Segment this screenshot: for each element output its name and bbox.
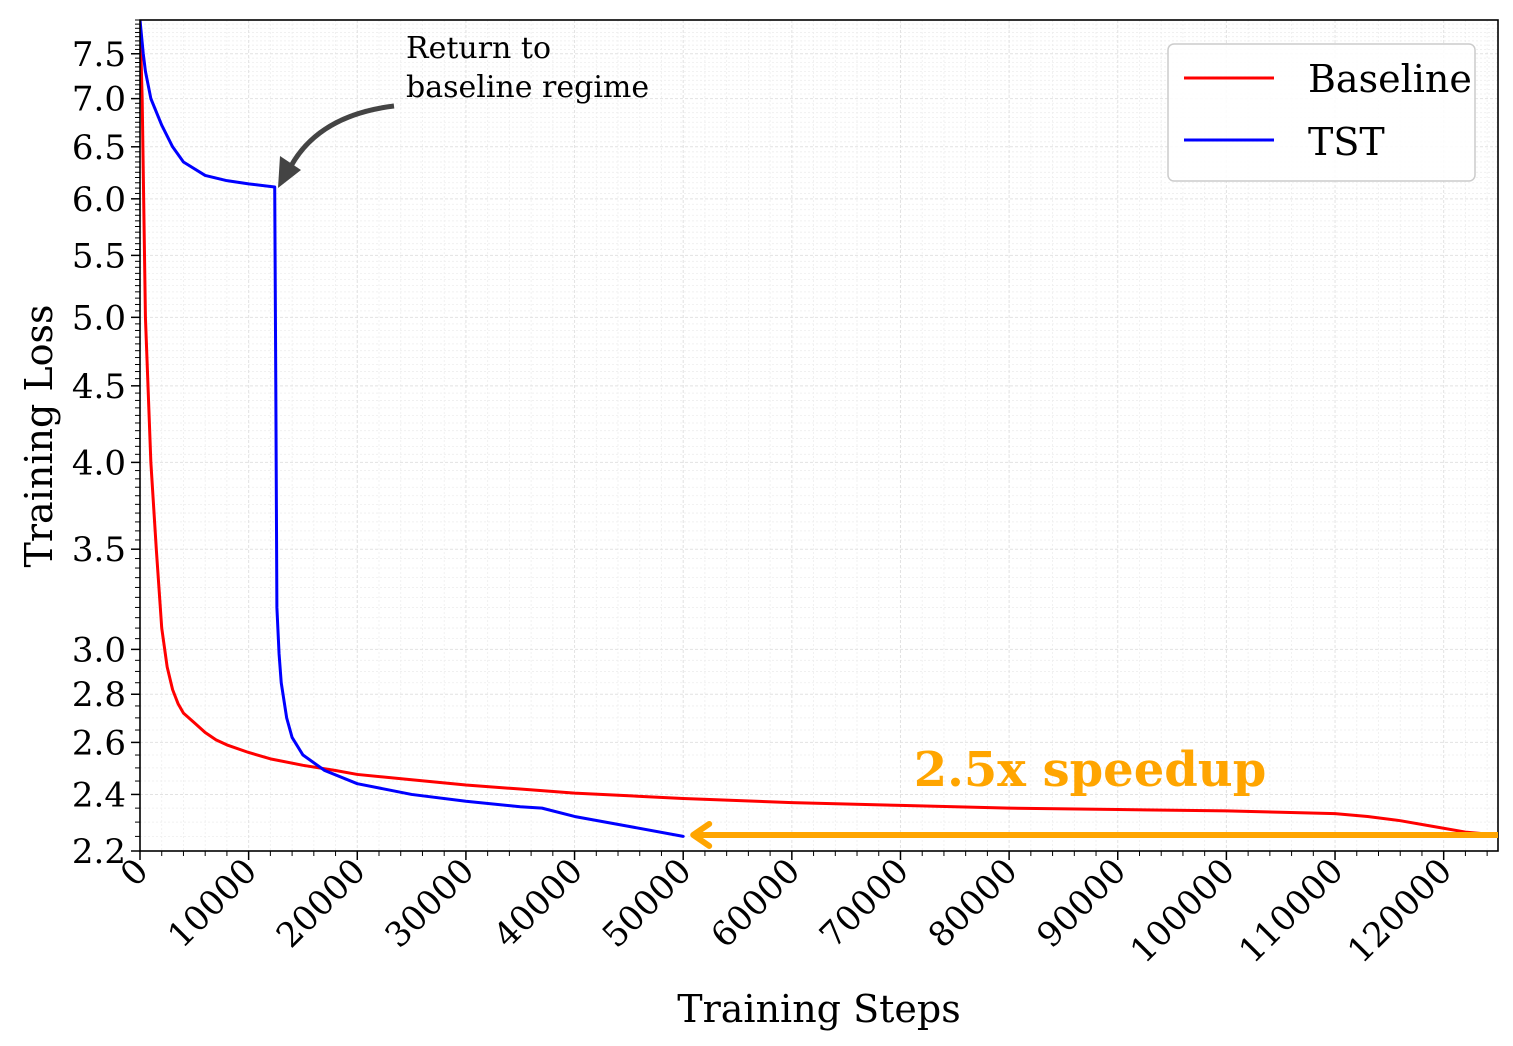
x-tick-label: 80000 bbox=[921, 851, 1026, 956]
y-tick-label: 2.4 bbox=[72, 775, 126, 815]
y-tick-labels: 2.2 2.4 2.6 2.8 3.0 3.5 4.0 4.5 5.0 5.5 6.0 6.5 7.0 7… bbox=[72, 35, 126, 872]
series-line-baseline bbox=[140, 20, 1498, 837]
x-tick-label: 100000 bbox=[1123, 851, 1243, 971]
annotation-arrow-head bbox=[278, 156, 301, 188]
y-tick-label: 7.5 bbox=[72, 35, 126, 75]
x-tick-label: 70000 bbox=[812, 851, 917, 956]
x-axis-label: Training Steps bbox=[677, 987, 960, 1031]
x-tick-label: 40000 bbox=[486, 851, 591, 956]
x-tick-label: 90000 bbox=[1029, 851, 1134, 956]
y-tick-label: 5.5 bbox=[72, 236, 126, 276]
speedup-label: 2.5x speedup bbox=[914, 742, 1267, 798]
y-tick-label: 6.5 bbox=[72, 128, 126, 168]
speedup-annotation: 2.5x speedup bbox=[690, 742, 1498, 849]
speedup-arrow-head bbox=[690, 820, 713, 849]
x-tick-label: 110000 bbox=[1231, 851, 1351, 971]
x-tick-label: 20000 bbox=[269, 851, 374, 956]
y-tick-label: 7.0 bbox=[72, 80, 126, 120]
y-tick-label: 2.2 bbox=[72, 832, 126, 872]
x-tick-label: 10000 bbox=[160, 851, 265, 956]
y-tick-label: 3.0 bbox=[72, 630, 126, 670]
axis-ticks bbox=[131, 19, 1488, 860]
y-axis-label: Training Loss bbox=[17, 305, 61, 568]
plot-frame bbox=[139, 19, 1499, 852]
y-tick-label: 4.0 bbox=[72, 443, 126, 483]
x-tick-labels: 0 10000 20000 30000 40000 50000 60000 70000 8000… bbox=[113, 851, 1460, 971]
annotation-return-baseline: Return to baseline regime bbox=[278, 31, 649, 188]
y-tick-label: 2.8 bbox=[72, 675, 126, 715]
y-tick-label: 5.0 bbox=[72, 298, 126, 338]
series-layer bbox=[140, 20, 1498, 838]
y-tick-label: 6.0 bbox=[72, 180, 126, 220]
annotation-arrow bbox=[288, 103, 395, 168]
y-tick-label: 3.5 bbox=[72, 530, 126, 570]
annotation-line-1: Return to bbox=[406, 31, 551, 66]
y-tick-label: 4.5 bbox=[72, 367, 126, 407]
annotation-line-2: baseline regime bbox=[406, 70, 649, 105]
legend-tst-label: TST bbox=[1308, 120, 1385, 164]
y-tick-label: 2.6 bbox=[72, 723, 126, 763]
x-tick-label: 60000 bbox=[703, 851, 808, 956]
x-tick-label: 50000 bbox=[595, 851, 700, 956]
legend-baseline-label: Baseline bbox=[1308, 57, 1472, 101]
minor-gridlines bbox=[140, 19, 1498, 851]
legend: Baseline TST bbox=[1167, 43, 1476, 182]
x-tick-label: 120000 bbox=[1340, 851, 1460, 971]
series-line-tst bbox=[140, 20, 685, 838]
x-tick-label: 30000 bbox=[378, 851, 483, 956]
